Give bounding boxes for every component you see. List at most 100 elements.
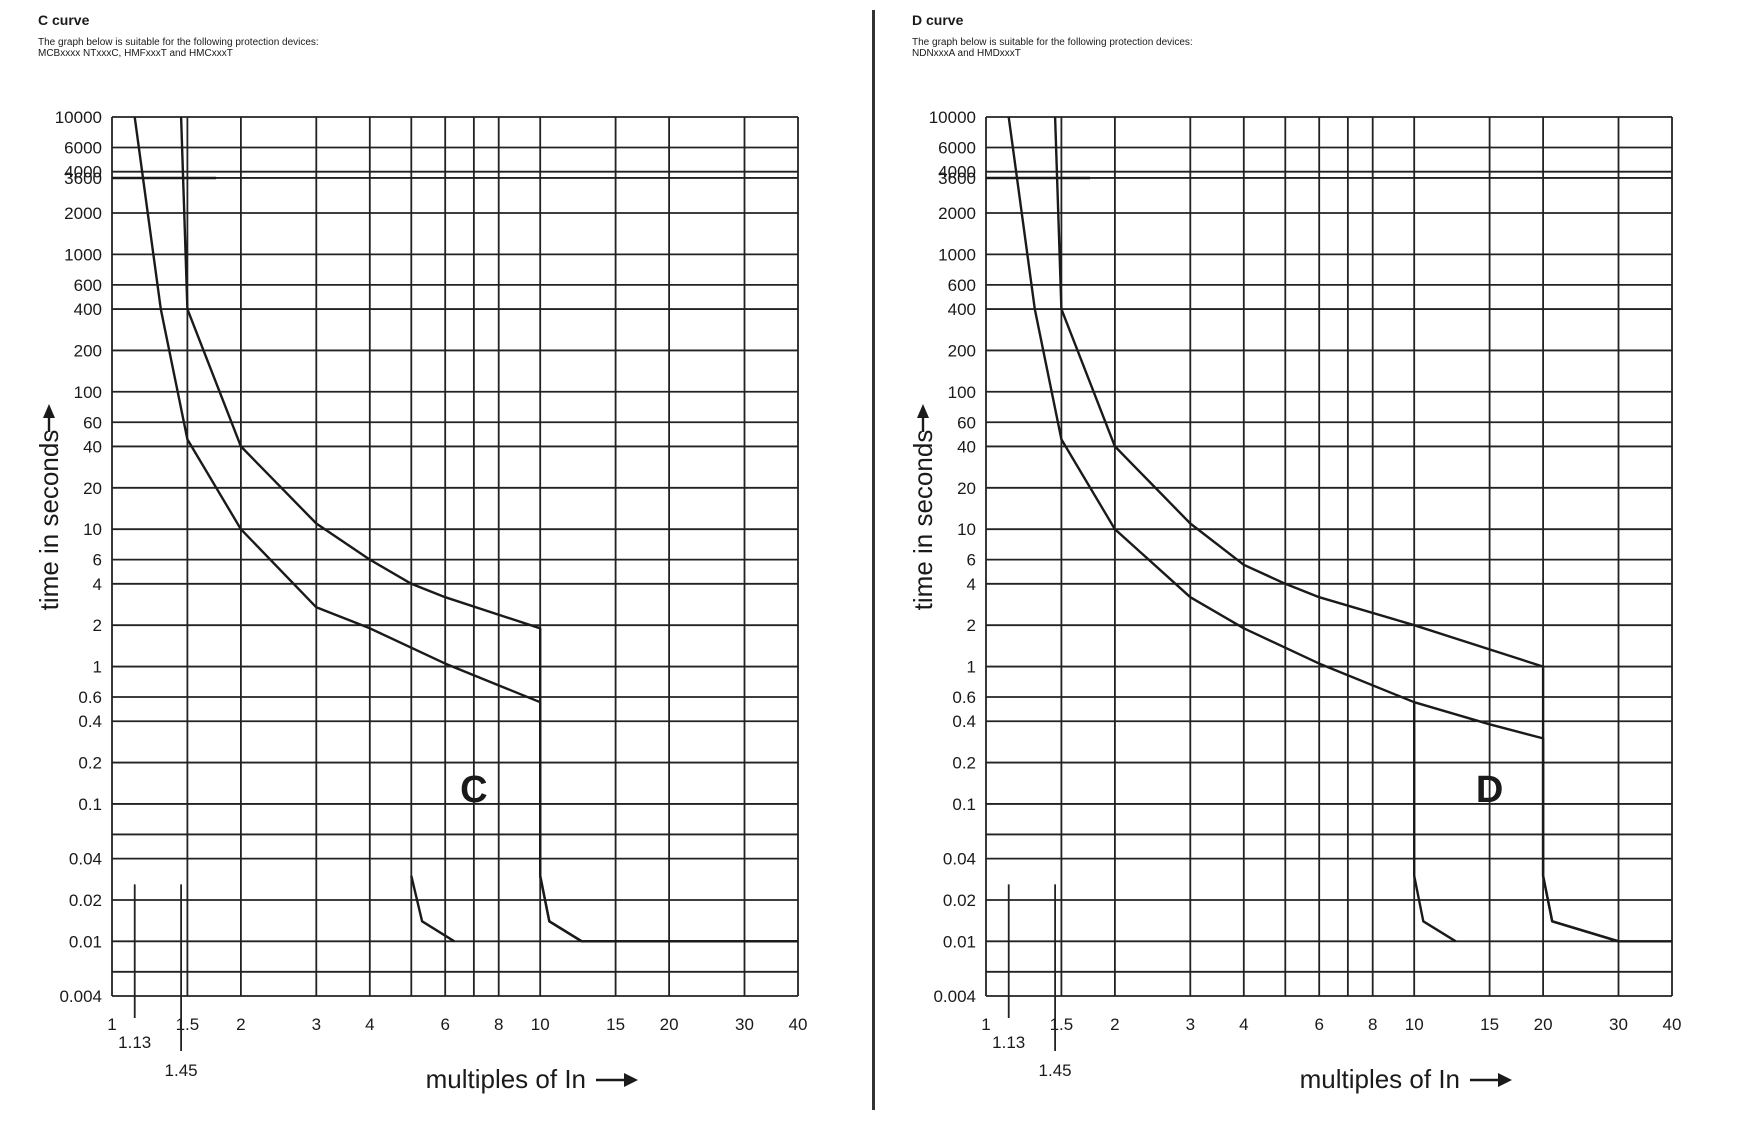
y-tick-label: 2000 [938,204,976,223]
y-tick-label: 100 [74,383,102,402]
x-tick-label: 6 [440,1015,449,1034]
y-axis-title: time in seconds [34,430,64,611]
x-tick-label: 8 [1368,1015,1377,1034]
y-tick-label: 10000 [929,108,976,127]
y-tick-label: 0.004 [59,987,102,1006]
y-tick-label: 4 [93,575,102,594]
y-tick-label: 0.4 [78,712,102,731]
x-tick-label: 30 [735,1015,754,1034]
y-tick-label: 400 [948,300,976,319]
y-tick-label: 40 [957,437,976,456]
c-curve-chart: 1 1.5 2 3 4 6 8 10 15 20 30 40100006000400036002000… [34,108,808,1094]
y-tick-label: 2 [93,616,102,635]
x-tick-label: 20 [660,1015,679,1034]
marker-label: 1.13 [118,1033,151,1052]
y-tick-label: 0.1 [952,795,976,814]
y-tick-label: 6 [93,551,102,570]
chart-subtitle: The graph below is suitable for the foll… [38,37,319,59]
y-tick-label: 2000 [64,204,102,223]
y-tick-label: 0.1 [78,795,102,814]
x-tick-label: 1.5 [1050,1015,1074,1034]
y-tick-label: 0.04 [69,850,102,869]
y-tick-label: 40 [83,437,102,456]
y-tick-label: 4 [967,575,976,594]
y-tick-label: 10 [957,520,976,539]
x-tick-label: 4 [365,1015,374,1034]
chart-title: D curve [912,12,964,28]
x-axis-title: multiples of In [1300,1064,1460,1094]
y-tick-label: 200 [74,341,102,360]
y-tick-label: 6000 [938,138,976,157]
d-curve-panel: D curve The graph below is suitable for … [874,0,1747,1124]
y-tick-label: 0.04 [943,850,976,869]
y-tick-label: 200 [948,341,976,360]
x-tick-label: 40 [789,1015,808,1034]
x-tick-label: 15 [606,1015,625,1034]
x-tick-label: 30 [1609,1015,1628,1034]
y-tick-label: 6 [967,551,976,570]
curve-label: D [1476,769,1503,811]
y-tick-label: 0.02 [943,891,976,910]
y-tick-label: 4000 [938,163,976,182]
y-tick-label: 0.2 [952,754,976,773]
y-tick-label: 0.01 [69,932,102,951]
y-tick-label: 10 [83,520,102,539]
x-axis-arrow-head [1498,1073,1512,1087]
y-tick-label: 400 [74,300,102,319]
y-axis-title: time in seconds [908,430,938,611]
y-tick-label: 0.004 [933,987,976,1006]
y-axis-arrow-head [917,404,929,418]
x-tick-label: 2 [1110,1015,1119,1034]
series-line [1053,116,1619,943]
curve-label: C [460,769,487,811]
y-tick-label: 0.6 [78,688,102,707]
y-tick-label: 1000 [64,245,102,264]
c-curve-panel: C curve The graph below is suitable for … [0,0,873,1124]
marker-label: 1.13 [992,1033,1025,1052]
y-tick-label: 60 [957,413,976,432]
x-tick-label: 4 [1239,1015,1248,1034]
y-tick-label: 6000 [64,138,102,157]
y-tick-label: 3600 [64,169,102,188]
y-tick-label: 100 [948,383,976,402]
x-tick-label: 2 [236,1015,245,1034]
y-tick-label: 3600 [938,169,976,188]
x-tick-label: 1.5 [176,1015,200,1034]
series-line [179,116,798,943]
y-tick-label: 20 [957,479,976,498]
x-tick-label: 6 [1314,1015,1323,1034]
x-axis-arrow-head [624,1073,638,1087]
y-tick-label: 2 [967,616,976,635]
y-tick-label: 600 [74,276,102,295]
y-tick-label: 60 [83,413,102,432]
y-tick-label: 0.01 [943,932,976,951]
marker-label: 1.45 [165,1061,198,1080]
x-tick-label: 40 [1663,1015,1682,1034]
x-tick-label: 20 [1534,1015,1553,1034]
y-tick-label: 0.6 [952,688,976,707]
series-line [410,875,455,943]
x-tick-label: 10 [1405,1015,1424,1034]
marker-label: 1.45 [1039,1061,1072,1080]
y-tick-label: 1 [967,658,976,677]
series-line [1413,702,1457,943]
y-tick-label: 0.4 [952,712,976,731]
y-tick-label: 20 [83,479,102,498]
d-curve-chart: 1 1.5 2 3 4 6 8 10 15 20 30 40100006000400036002000… [908,108,1682,1094]
chart-subtitle: The graph below is suitable for the foll… [912,37,1193,59]
x-tick-label: 3 [312,1015,321,1034]
chart-title: C curve [38,12,90,28]
y-axis-arrow-head [43,404,55,418]
x-tick-label: 1 [981,1015,990,1034]
x-axis-title: multiples of In [426,1064,586,1094]
panel-divider [872,10,875,1110]
x-tick-label: 3 [1186,1015,1195,1034]
x-tick-label: 8 [494,1015,503,1034]
y-tick-label: 4000 [64,163,102,182]
y-tick-label: 1000 [938,245,976,264]
y-tick-label: 0.02 [69,891,102,910]
x-tick-label: 15 [1480,1015,1499,1034]
x-tick-label: 1 [107,1015,116,1034]
x-tick-label: 10 [531,1015,550,1034]
y-tick-label: 10000 [55,108,102,127]
